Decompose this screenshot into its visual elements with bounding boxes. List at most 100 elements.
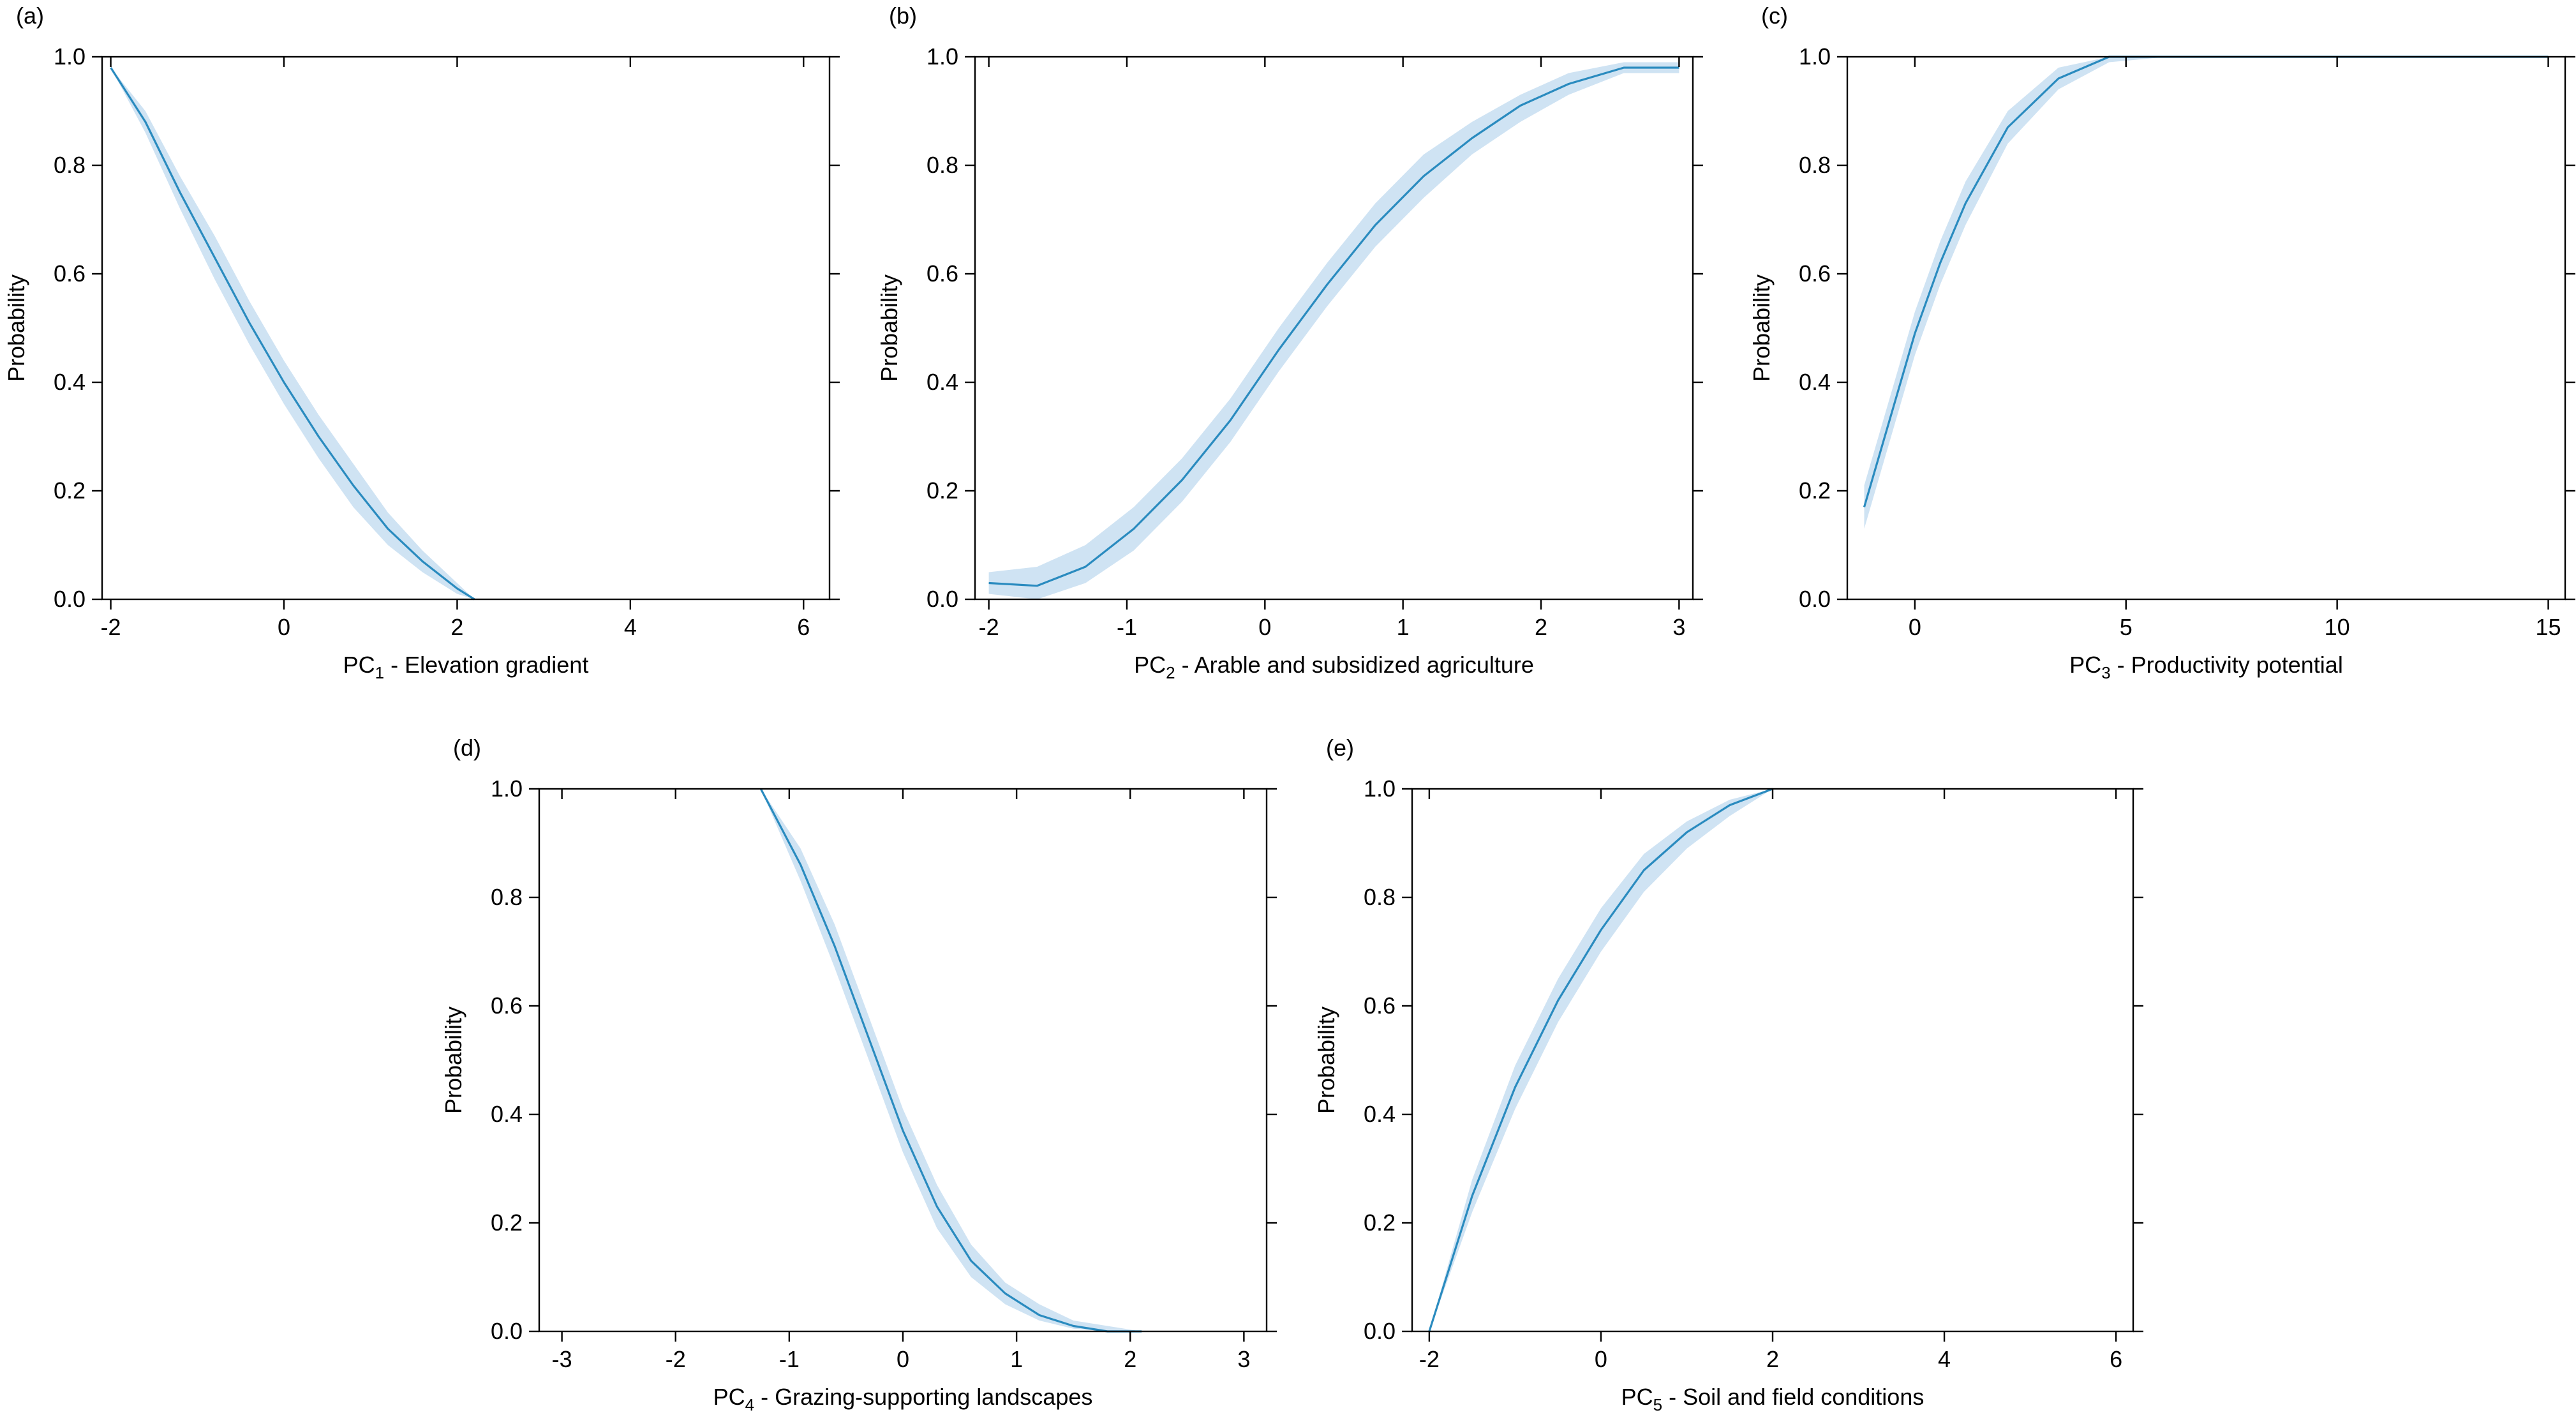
- y-axis-label: Probability: [1748, 274, 1775, 382]
- y-tick-label: 1.0: [54, 43, 86, 70]
- y-tick-label: 0.0: [1364, 1318, 1396, 1344]
- panel-label: (b): [889, 3, 917, 29]
- x-axis-label: PC4 - Grazing-supporting landscapes: [713, 1384, 1093, 1414]
- y-axis-label: Probability: [1313, 1007, 1339, 1114]
- x-axis-label-prefix: PC: [343, 652, 375, 678]
- y-tick-label: 1.0: [491, 775, 523, 802]
- x-tick-label: -2: [666, 1346, 686, 1372]
- x-tick-label: 1: [1397, 614, 1410, 640]
- x-axis-label-suffix: - Soil and field conditions: [1662, 1384, 1924, 1410]
- x-tick-label: 3: [1237, 1346, 1250, 1372]
- x-tick-label: 0: [897, 1346, 909, 1372]
- y-tick-label: 0.2: [491, 1209, 523, 1236]
- panel-b: (b) Probability PC2 - Arable and subsidi…: [876, 3, 1703, 682]
- y-tick-label: 0.8: [491, 884, 523, 910]
- confidence-band: [761, 789, 1142, 1331]
- y-tick-label: 0.8: [927, 152, 958, 178]
- y-tick-label: 0.6: [1799, 260, 1831, 287]
- x-axis-label-subscript: 1: [375, 663, 384, 682]
- x-tick-label: 0: [1595, 1346, 1607, 1372]
- x-axis-label-suffix: - Arable and subsidized agriculture: [1175, 652, 1534, 678]
- panel-label: (c): [1761, 3, 1788, 29]
- y-tick-label: 0.0: [1799, 586, 1831, 612]
- y-tick-label: 0.0: [927, 586, 958, 612]
- x-axis-label: PC3 - Productivity potential: [2069, 652, 2343, 682]
- x-tick-label: -3: [552, 1346, 572, 1372]
- panel-a: (a) Probability PC1 - Elevation gradient…: [3, 3, 840, 682]
- probability-line: [1428, 788, 1773, 1332]
- y-tick-label: 0.2: [1364, 1209, 1396, 1236]
- y-tick-label: 0.4: [1364, 1101, 1396, 1127]
- x-axis-label-subscript: 4: [745, 1395, 754, 1414]
- x-axis-label-subscript: 2: [1166, 663, 1175, 682]
- x-tick-label: 4: [1938, 1346, 1951, 1372]
- y-axis-label: Probability: [3, 274, 29, 382]
- panel-d: (d) Probability PC4 - Grazing-supporting…: [440, 735, 1277, 1414]
- x-tick-label: 6: [2110, 1346, 2122, 1372]
- y-tick-label: 0.6: [491, 992, 523, 1019]
- x-tick-label: 3: [1672, 614, 1685, 640]
- y-tick-label: 1.0: [1799, 43, 1831, 70]
- x-axis-label-subscript: 3: [2101, 663, 2110, 682]
- x-tick-label: -2: [101, 614, 121, 640]
- y-tick-label: 1.0: [927, 43, 958, 70]
- y-tick-label: 0.4: [54, 369, 86, 395]
- x-tick-label: 2: [450, 614, 463, 640]
- x-tick-label: 0: [1258, 614, 1271, 640]
- x-axis-label: PC2 - Arable and subsidized agriculture: [1134, 652, 1534, 682]
- y-tick-label: 0.8: [1799, 152, 1831, 178]
- y-tick-label: 0.0: [54, 586, 86, 612]
- plot-frame: [974, 56, 1694, 601]
- x-axis-label-prefix: PC: [1621, 1384, 1653, 1410]
- panel-label: (d): [453, 735, 481, 761]
- x-axis-label-suffix: - Grazing-supporting landscapes: [754, 1384, 1092, 1410]
- y-tick-label: 0.8: [54, 152, 86, 178]
- x-tick-label: 2: [1535, 614, 1547, 640]
- confidence-band: [110, 68, 475, 599]
- y-tick-label: 0.6: [54, 260, 86, 287]
- plot-frame: [101, 56, 831, 601]
- panel-label: (e): [1326, 735, 1354, 761]
- x-tick-label: 0: [278, 614, 290, 640]
- x-axis-label-prefix: PC: [713, 1384, 745, 1410]
- probability-line: [759, 788, 1142, 1333]
- x-axis-label: PC5 - Soil and field conditions: [1621, 1384, 1925, 1414]
- y-tick-label: 0.2: [54, 477, 86, 504]
- y-tick-label: 0.0: [491, 1318, 523, 1344]
- x-tick-label: 6: [797, 614, 810, 640]
- x-tick-label: 15: [2536, 614, 2561, 640]
- x-tick-label: 10: [2325, 614, 2350, 640]
- x-tick-label: -1: [779, 1346, 800, 1372]
- x-axis-label: PC1 - Elevation gradient: [343, 652, 589, 682]
- x-axis-label-prefix: PC: [1134, 652, 1166, 678]
- panel-label: (a): [16, 3, 44, 29]
- x-tick-label: 4: [624, 614, 637, 640]
- y-tick-label: 0.6: [927, 260, 958, 287]
- y-tick-label: 0.4: [491, 1101, 523, 1127]
- y-tick-label: 0.4: [927, 369, 958, 395]
- panel-e: (e) Probability PC5 - Soil and field con…: [1313, 735, 2143, 1414]
- x-tick-label: 5: [2120, 614, 2133, 640]
- y-tick-label: 0.4: [1799, 369, 1831, 395]
- probability-line: [110, 67, 475, 601]
- x-tick-label: -2: [979, 614, 999, 640]
- y-tick-label: 0.6: [1364, 992, 1396, 1019]
- x-axis-label-subscript: 5: [1653, 1395, 1662, 1414]
- y-tick-label: 1.0: [1364, 775, 1396, 802]
- x-tick-label: 0: [1909, 614, 1921, 640]
- probability-line: [988, 66, 1679, 587]
- x-tick-label: -1: [1117, 614, 1137, 640]
- y-tick-label: 0.2: [927, 477, 958, 504]
- plot-frame: [1846, 56, 2566, 601]
- panel-c: (c) Probability PC3 - Productivity poten…: [1748, 3, 2575, 682]
- x-tick-label: -2: [1419, 1346, 1440, 1372]
- x-axis-label-prefix: PC: [2069, 652, 2101, 678]
- y-tick-label: 0.8: [1364, 884, 1396, 910]
- y-tick-label: 0.2: [1799, 477, 1831, 504]
- x-tick-label: 1: [1010, 1346, 1023, 1372]
- x-tick-label: 2: [1766, 1346, 1779, 1372]
- x-tick-label: 2: [1124, 1346, 1136, 1372]
- y-axis-label: Probability: [876, 274, 902, 382]
